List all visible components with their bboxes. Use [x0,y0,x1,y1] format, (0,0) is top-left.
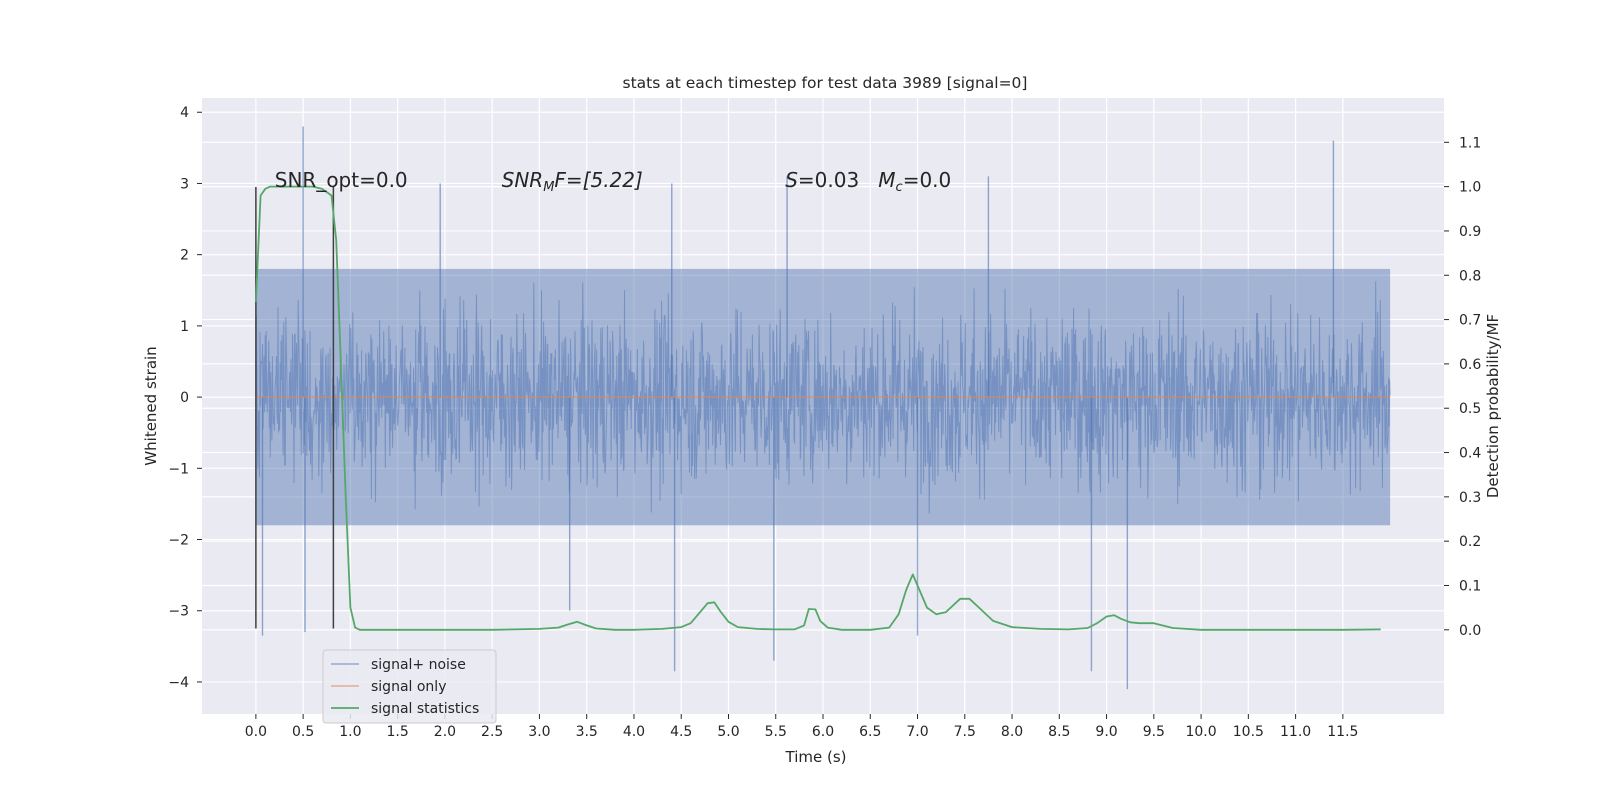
y-tick-label-5: 1 [180,319,189,335]
legend-label-signal-statistics: signal statistics [371,701,479,717]
y-tick-label-4: 0 [180,390,189,406]
annotation-s-value: =0.03 [798,168,878,192]
x-tick-label-23: 11.5 [1327,724,1358,740]
x-axis-ticks: 0.0 0.5 1.0 1.5 2.0 2.5 3.0 3.5 4.0 4.5 5.0 5.5 6.0 6… [245,714,1358,740]
x-tick-label-16: 8.0 [1001,724,1023,740]
y2-tick-label-4: 0.4 [1459,446,1481,462]
legend-box [322,649,497,724]
chart-title: stats at each timestep for test data 398… [623,74,1028,92]
y2-tick-label-11: 1.1 [1459,135,1481,151]
y2-tick-label-8: 0.8 [1459,268,1481,284]
y-tick-label-0: −4 [168,675,189,691]
y2-tick-label-7: 0.7 [1459,313,1481,329]
y2-tick-label-0: 0.0 [1459,623,1481,639]
x-tick-label-10: 5.0 [717,724,739,740]
y-tick-label-7: 3 [180,176,189,192]
y2-axis-ticks: 0.0 0.1 0.2 0.3 0.4 0.5 0.6 0.7 0.8 0.9 1.0 1.1 [1444,135,1481,639]
y-tick-label-3: −1 [168,461,189,477]
x-tick-label-22: 11.0 [1280,724,1311,740]
annotation-snr-mf: SNRMF=[5.22] [502,168,643,195]
x-tick-label-14: 7.0 [906,724,928,740]
legend-label-signal-plus-noise: signal+ noise [371,657,466,673]
y-axis-ticks: −4 −3 −2 −1 0 1 2 3 4 [168,105,202,691]
x-tick-label-17: 8.5 [1048,724,1070,740]
annotation-s-mc: S=0.03 Mc=0.0 [785,168,951,195]
x-tick-label-13: 6.5 [859,724,881,740]
y2-axis-label: Detection probability/MF [1484,314,1502,498]
series-signal-statistics [255,185,1381,631]
y-tick-label-6: 2 [180,248,189,264]
x-tick-label-18: 9.0 [1095,724,1117,740]
annotation-snr-opt: SNR_opt=0.0 [275,168,408,192]
x-tick-label-12: 6.0 [812,724,834,740]
signal-plus-noise-line [255,281,1391,514]
x-axis-label: Time (s) [785,748,847,766]
x-tick-label-5: 2.5 [481,724,503,740]
annotation-snr-mf-main: SNR [502,168,544,192]
y2-tick-label-6: 0.6 [1459,357,1481,373]
x-tick-label-2: 1.0 [339,724,361,740]
x-tick-label-0: 0.0 [245,724,267,740]
x-tick-label-7: 3.5 [576,724,598,740]
y2-tick-label-1: 0.1 [1459,578,1481,594]
x-tick-label-11: 5.5 [765,724,787,740]
y2-tick-label-2: 0.2 [1459,534,1481,550]
y-tick-label-1: −3 [168,604,189,620]
annotations: SNR_opt=0.0 SNRMF=[5.22] S=0.03 Mc=0.0 [275,168,951,195]
legend-label-signal-only: signal only [371,679,446,695]
annotation-snr-mf-sub: M [543,180,554,195]
x-tick-label-1: 0.5 [292,724,314,740]
y2-tick-label-5: 0.5 [1459,401,1481,417]
y-axis-label: Whitened strain [142,346,160,465]
x-tick-label-6: 3.0 [528,724,550,740]
legend: signal+ noise signal only signal statist… [322,649,497,724]
x-tick-label-15: 7.5 [954,724,976,740]
x-tick-label-8: 4.0 [623,724,645,740]
annotation-mc-sub: c [896,180,903,195]
y2-tick-label-10: 1.0 [1459,180,1481,196]
signal-statistics-line [255,185,1381,631]
y2-tick-label-3: 0.3 [1459,490,1481,506]
y-tick-label-2: −2 [168,533,189,549]
y2-tick-label-9: 0.9 [1459,224,1481,240]
vertical-markers [255,187,335,629]
x-tick-label-9: 4.5 [670,724,692,740]
x-tick-label-20: 10.0 [1185,724,1216,740]
x-tick-label-19: 9.5 [1143,724,1165,740]
y-tick-label-8: 4 [180,105,189,121]
annotation-mc-symbol: M [878,168,895,192]
x-tick-label-3: 1.5 [387,724,409,740]
x-tick-label-4: 2.0 [434,724,456,740]
annotation-mc-value: =0.0 [903,168,952,192]
annotation-snr-mf-value-label: F=[5.22] [554,168,642,192]
annotation-s-symbol: S [785,168,798,192]
x-tick-label-21: 10.5 [1233,724,1264,740]
